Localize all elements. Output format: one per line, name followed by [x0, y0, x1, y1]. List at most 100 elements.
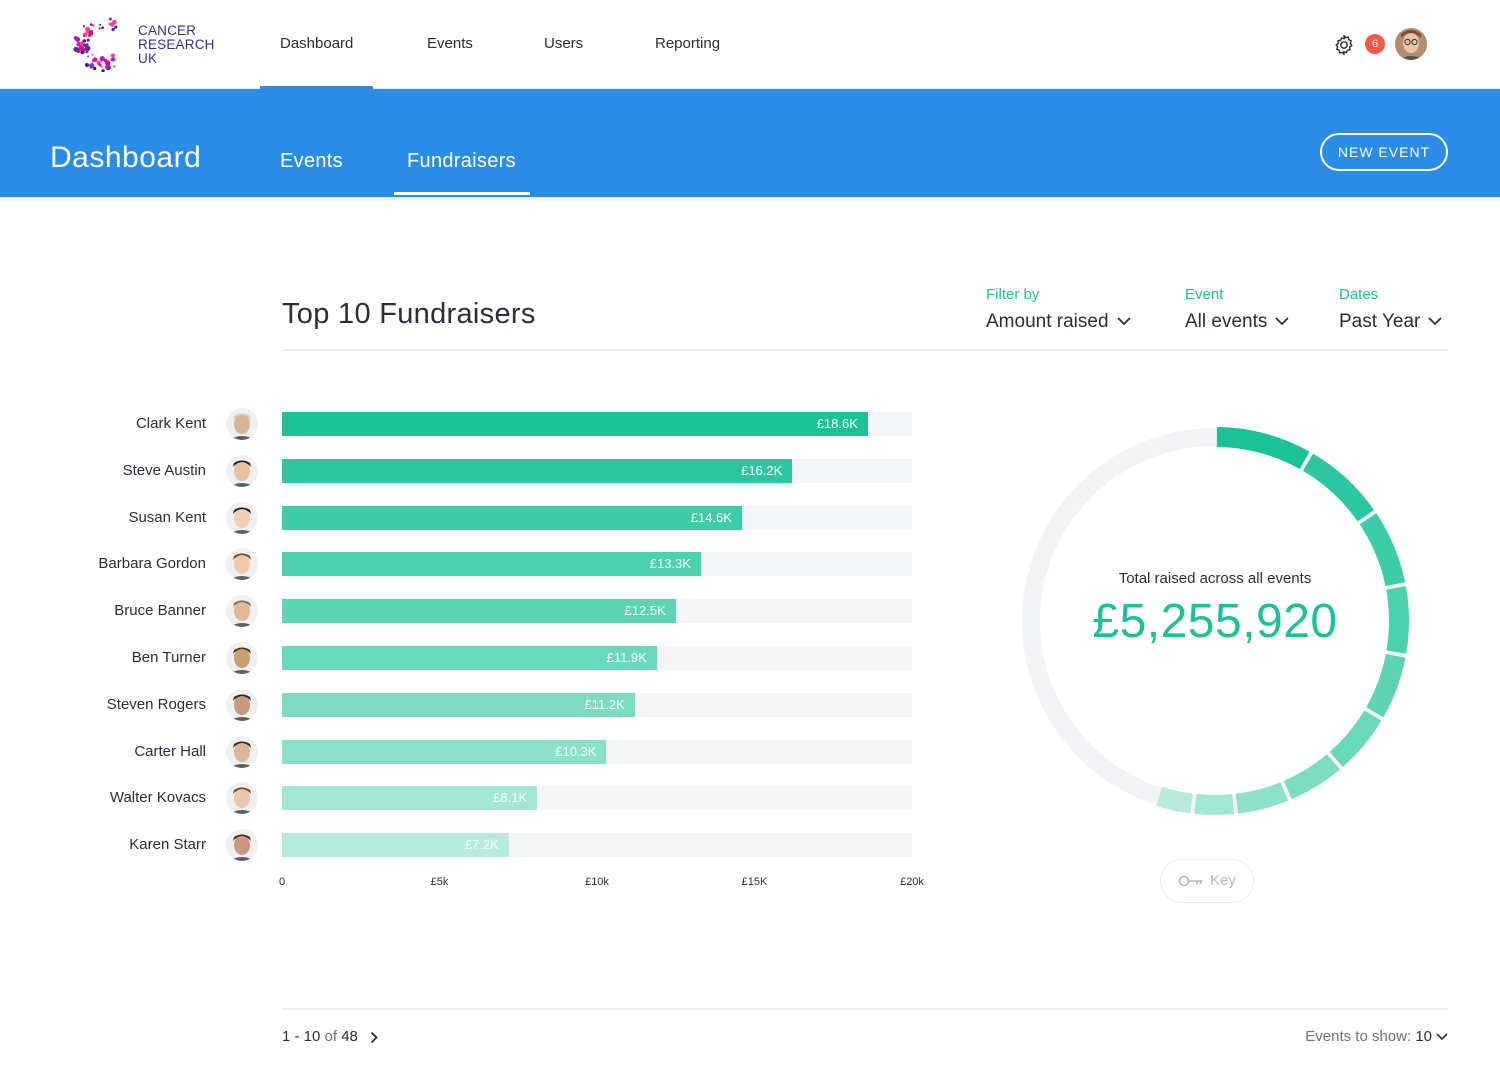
logo-dot [90, 67, 92, 69]
logo-dot [113, 65, 116, 68]
bar-track: £7.2K [282, 833, 912, 858]
events-to-show-dropdown[interactable]: Events to show: 10 [1305, 1028, 1448, 1045]
fundraiser-bar[interactable]: £12.5K [282, 599, 676, 624]
nav-item-reporting[interactable]: Reporting [655, 35, 721, 52]
donut-segment[interactable] [1329, 710, 1382, 767]
logo-dot [82, 24, 86, 28]
fundraiser-avatar [226, 408, 258, 440]
logo-dot [85, 49, 89, 54]
bar-track: £13.3K [282, 552, 912, 577]
section-title: Top 10 Fundraisers [282, 298, 536, 330]
donut-segment[interactable] [1216, 427, 1310, 470]
page-title: Dashboard [50, 141, 202, 174]
filter-by-dropdown[interactable]: Filter by Amount raised [986, 286, 1131, 333]
logo-dot [85, 63, 90, 67]
logo-line-2: RESEARCH [138, 37, 215, 52]
logo-dot [100, 65, 103, 68]
nav-item-events[interactable]: Events [427, 35, 473, 52]
fundraiser-avatar [226, 642, 258, 674]
logo-dot [103, 58, 108, 63]
fundraiser-bar[interactable]: £11.9K [282, 646, 657, 670]
fundraiser-avatar [226, 454, 258, 487]
key-button[interactable]: Key [1160, 859, 1254, 903]
logo-dot [73, 36, 78, 41]
chevron-down-icon [1436, 1033, 1448, 1041]
logo-mark-icon [73, 17, 118, 72]
bar-value-label: £14.6K [690, 509, 732, 525]
key-label: Key [1210, 872, 1236, 889]
bar-track: £18.6K [282, 412, 912, 436]
logo-dot [73, 46, 79, 52]
fundraiser-bar[interactable]: £18.6K [282, 412, 868, 436]
filter-by-label: Filter by [986, 286, 1040, 303]
fundraiser-bar[interactable]: £10.3K [282, 739, 607, 764]
fundraiser-avatar [226, 688, 258, 721]
donut-segment[interactable] [1302, 453, 1375, 522]
donut-segment[interactable] [1194, 793, 1235, 815]
logo-dot [100, 61, 103, 63]
events-to-show-label: Events to show: [1305, 1028, 1412, 1045]
bar-track: £14.6K [282, 505, 912, 530]
donut-segment[interactable] [1386, 586, 1409, 654]
pagination-total: 48 [341, 1028, 358, 1045]
new-event-button[interactable]: NEW EVENT [1320, 133, 1448, 171]
x-tick-label: £20k [900, 876, 924, 888]
bar-value-label: £11.2K [584, 696, 625, 712]
logo-dot [90, 62, 94, 65]
logo-dot [111, 27, 115, 32]
donut-segment[interactable] [1235, 782, 1289, 814]
logo-dot [86, 38, 90, 42]
fundraiser-name: Carter Hall [134, 742, 206, 760]
logo-dot [91, 53, 94, 56]
dates-label: Dates [1339, 286, 1379, 303]
logo-dot [88, 30, 93, 35]
logo-dot [110, 53, 116, 58]
logo-dot [87, 55, 90, 58]
pagination: 1 - 10 of 48 [282, 1028, 378, 1045]
logo-dot [105, 64, 110, 69]
donut-segment[interactable] [1359, 513, 1406, 587]
footer-divider [282, 1008, 1448, 1010]
donut-segment[interactable] [1156, 786, 1194, 814]
fundraiser-bar[interactable]: £11.2K [282, 692, 635, 717]
bar-value-label: £18.6K [816, 416, 858, 431]
chevron-right-icon[interactable] [370, 1031, 378, 1044]
dates-dropdown[interactable]: Dates Past Year [1339, 286, 1442, 333]
top-navigation: CANCER RESEARCH UK Dashboard Events User… [0, 0, 1500, 89]
fundraiser-avatar [226, 548, 258, 581]
gear-icon[interactable] [1332, 33, 1356, 57]
donut-segment[interactable] [1366, 653, 1406, 718]
fundraiser-bar[interactable]: £13.3K [282, 552, 701, 577]
fundraiser-bar[interactable]: £14.6K [282, 505, 742, 530]
bar-value-label: £13.3K [649, 556, 691, 572]
logo-dot [114, 25, 118, 29]
nav-item-dashboard[interactable]: Dashboard [259, 0, 374, 89]
bar-value-label: £8.1K [493, 790, 528, 806]
logo-dot [99, 23, 102, 26]
fundraiser-name: Bruce Banner [114, 602, 206, 620]
logo-dot [78, 45, 84, 52]
dates-value: Past Year [1339, 311, 1421, 332]
logo-dot [101, 69, 105, 72]
fundraiser-avatar [226, 501, 258, 534]
event-dropdown[interactable]: Event All events [1185, 286, 1290, 333]
event-label: Event [1185, 286, 1224, 303]
fundraiser-bar[interactable]: £16.2K [282, 458, 793, 483]
logo-dot [85, 43, 89, 46]
donut-segment[interactable] [1283, 754, 1340, 800]
user-avatar[interactable] [1395, 28, 1427, 60]
logo-dot [109, 22, 115, 27]
nav-item-users[interactable]: Users [544, 35, 584, 52]
logo-dot [83, 43, 87, 47]
bar-value-label: £7.2K [464, 837, 499, 853]
tab-fundraisers[interactable]: Fundraisers [394, 150, 530, 195]
cancer-research-uk-logo[interactable]: CANCER RESEARCH UK [72, 16, 222, 72]
fundraiser-bar[interactable]: £7.2K [282, 833, 509, 858]
fundraiser-bar[interactable]: £8.1K [282, 786, 538, 811]
page-header: Dashboard Events Fundraisers NEW EVENT [0, 89, 1500, 202]
notification-badge[interactable]: 6 [1365, 34, 1385, 54]
tab-events[interactable]: Events [280, 150, 343, 172]
filter-by-value: Amount raised [986, 311, 1109, 332]
logo-dot [101, 26, 105, 30]
fundraiser-name: Walter Kovacs [109, 789, 206, 807]
